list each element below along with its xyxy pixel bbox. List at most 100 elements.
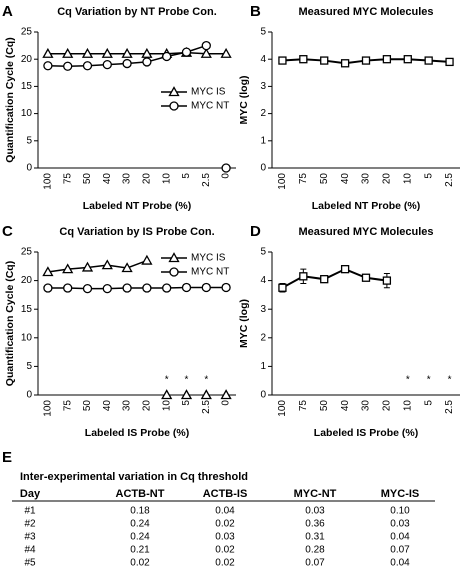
x-tick-label: 75 (62, 173, 73, 185)
data-point (361, 273, 371, 282)
legend-label: MYC NT (191, 267, 229, 278)
x-tick-label: 10 (402, 400, 413, 412)
legend-marker (169, 267, 179, 277)
x-axis-label: Labeled NT Probe (%) (312, 200, 421, 212)
chart-title: Measured MYC Molecules (298, 6, 433, 18)
panel-label: C (2, 223, 13, 240)
y-tick-label: 4 (260, 275, 266, 286)
legend-label: MYC NT (191, 101, 229, 112)
table-title: Inter-experimental variation in Cq thres… (20, 471, 248, 483)
data-point (221, 282, 231, 293)
table-cell: 0.02 (215, 519, 235, 530)
data-point (299, 55, 308, 64)
x-axis-label: Labeled IS Probe (%) (85, 427, 189, 439)
table-cell: 0.04 (390, 532, 410, 543)
data-point (181, 47, 192, 57)
data-point (141, 254, 153, 265)
y-tick-label: 2 (260, 108, 266, 119)
data-point (141, 47, 153, 58)
y-tick-label: 5 (26, 135, 32, 146)
annotation: * (165, 375, 169, 386)
y-tick-label: 25 (21, 27, 33, 38)
data-point (142, 283, 152, 293)
x-tick-label: 100 (277, 400, 288, 417)
data-point (320, 275, 329, 284)
table-cell: #2 (24, 519, 36, 530)
panel-label: E (2, 449, 12, 466)
data-point (340, 59, 350, 68)
table-cell: 0.03 (390, 519, 410, 530)
legend-marker (168, 86, 180, 97)
data-point (424, 56, 433, 65)
data-point (361, 56, 371, 65)
y-tick-label: 20 (21, 275, 33, 286)
y-tick-label: 1 (260, 135, 266, 146)
x-tick-label: 20 (142, 173, 153, 185)
x-tick-label: 30 (361, 173, 372, 185)
table-cell: #5 (24, 558, 36, 568)
data-point (403, 55, 412, 64)
x-axis-label: Labeled NT Probe (%) (83, 200, 192, 212)
x-tick-label: 40 (102, 173, 113, 185)
x-tick-label: 100 (43, 400, 54, 417)
x-tick-label: 50 (319, 173, 330, 185)
data-point (122, 283, 132, 293)
panel-label: D (250, 223, 261, 240)
table-cell: 0.18 (130, 506, 150, 517)
annotation: * (204, 375, 208, 386)
y-tick-label: 0 (260, 163, 266, 174)
y-tick-label: 5 (260, 247, 266, 258)
y-axis-label: MYC (log) (238, 76, 250, 125)
table-cell: 0.03 (305, 506, 325, 517)
table-cell: 0.10 (390, 506, 410, 517)
x-tick-label: 75 (298, 173, 309, 185)
table-header: Day (20, 488, 41, 500)
data-point (43, 61, 53, 71)
x-tick-label: 10 (402, 173, 413, 185)
y-tick-label: 4 (260, 54, 266, 65)
x-tick-label: 50 (82, 173, 93, 185)
data-point (63, 61, 73, 71)
x-tick-label: 50 (319, 400, 330, 412)
data-point (201, 40, 211, 51)
x-tick-label: 5 (181, 400, 192, 406)
x-tick-label: 2.5 (201, 173, 212, 187)
series-line (48, 261, 226, 395)
data-point (62, 47, 74, 58)
legend-label: MYC IS (191, 253, 226, 264)
data-point (200, 47, 212, 58)
table-cell: 0.02 (215, 558, 235, 568)
data-point (382, 55, 392, 64)
table-cell: 0.04 (215, 506, 235, 517)
annotation: * (406, 375, 410, 386)
data-point (63, 283, 73, 293)
data-point (82, 61, 93, 71)
table-cell: 0.31 (305, 532, 325, 543)
table-header: MYC-IS (381, 488, 420, 500)
y-tick-label: 10 (21, 332, 33, 343)
panel-label: A (2, 3, 13, 20)
table-header: MYC-NT (294, 488, 337, 500)
legend-marker (169, 101, 179, 111)
data-point (278, 283, 287, 292)
y-tick-label: 5 (260, 27, 266, 38)
data-point (101, 259, 113, 270)
data-point (42, 47, 54, 58)
x-tick-label: 0 (221, 173, 232, 179)
table-cell: 0.07 (390, 545, 410, 556)
data-point (220, 389, 232, 400)
table-cell: #4 (24, 545, 36, 556)
table-header: ACTB-NT (116, 488, 165, 500)
x-tick-label: 40 (102, 400, 113, 412)
data-point (278, 56, 287, 65)
x-tick-label: 0 (221, 400, 232, 406)
data-point (121, 262, 133, 273)
x-axis-label: Labeled IS Probe (%) (314, 427, 418, 439)
data-point (62, 263, 74, 274)
y-tick-label: 3 (260, 81, 266, 92)
y-tick-label: 5 (26, 361, 32, 372)
chart-title: Measured MYC Molecules (298, 226, 433, 238)
series-line (47, 51, 227, 55)
x-tick-label: 5 (423, 173, 434, 179)
x-tick-label: 2.5 (444, 173, 455, 187)
